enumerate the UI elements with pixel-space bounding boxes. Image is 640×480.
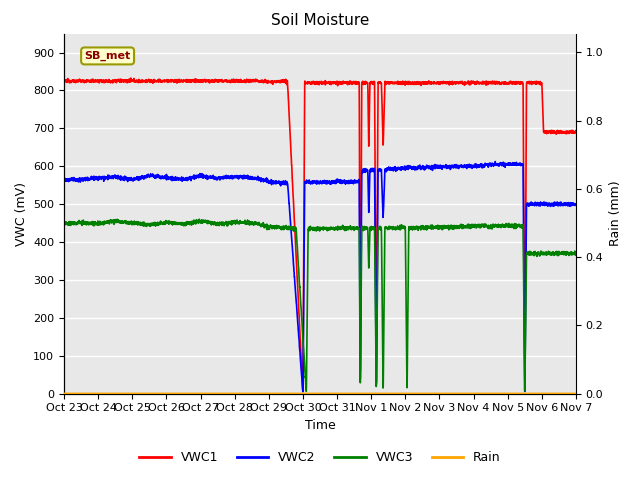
Y-axis label: VWC (mV): VWC (mV) xyxy=(15,181,28,246)
Legend: VWC1, VWC2, VWC3, Rain: VWC1, VWC2, VWC3, Rain xyxy=(134,446,506,469)
Y-axis label: Rain (mm): Rain (mm) xyxy=(609,181,622,246)
Title: Soil Moisture: Soil Moisture xyxy=(271,13,369,28)
Text: SB_met: SB_met xyxy=(84,51,131,61)
X-axis label: Time: Time xyxy=(305,419,335,432)
